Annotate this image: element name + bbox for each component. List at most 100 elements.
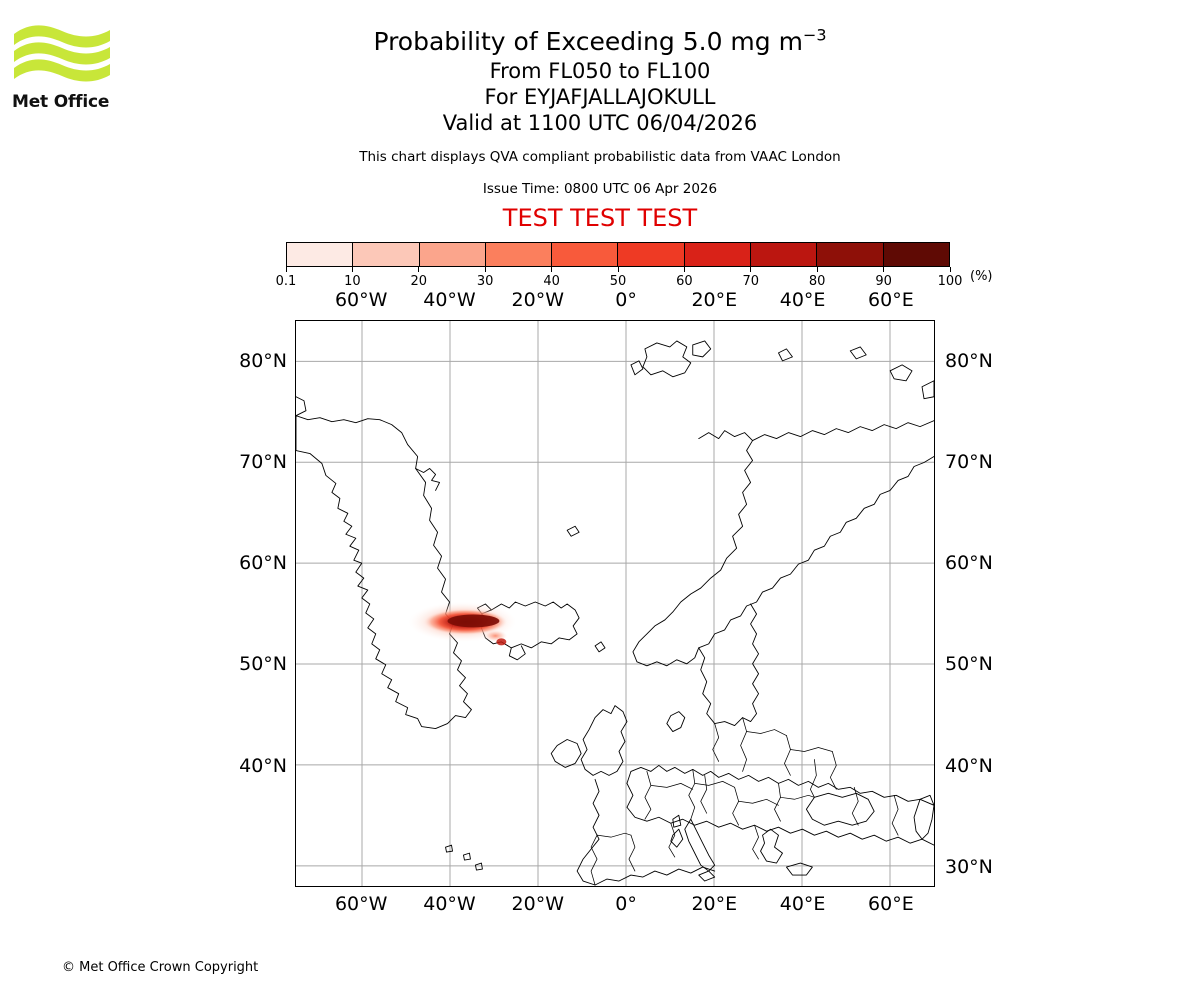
colorbar-tick-9 [883, 267, 885, 272]
canada-fragment [296, 396, 307, 417]
lon-label-bottom-5: 40°E [779, 893, 826, 915]
colorbar-tick-label-0: 0.1 [275, 274, 297, 289]
colorbar-segment-6 [683, 243, 751, 266]
svalbard-coastline [642, 340, 692, 378]
test-banner: TEST TEST TEST [502, 204, 698, 232]
colorbar-segment-8 [816, 243, 883, 266]
met-office-logo: Met Office [12, 24, 112, 114]
scandinavia-coastline [632, 430, 934, 667]
colorbar-unit-label: (%) [970, 269, 993, 284]
colorbar-tick-labels: 0.1 10 20 30 40 50 60 70 80 90 100 [276, 274, 963, 292]
valid-time-line: Valid at 1100 UTC 06/04/2026 [442, 111, 758, 135]
greece-coastline [760, 828, 783, 864]
colorbar-tick-6 [683, 267, 685, 272]
lon-label-bottom-1: 40°W [423, 893, 476, 915]
colorbar-tick-3 [484, 267, 486, 272]
flight-level-line: From FL050 to FL100 [489, 59, 711, 83]
colorbar-tick-1 [351, 267, 353, 272]
denmark-coastline [666, 711, 686, 732]
italy-coastline [684, 818, 716, 872]
azores-islet [445, 844, 453, 853]
volcano-name-line: For EYJAFJALLAJOKULL [484, 85, 716, 109]
lat-label-right-2: 60°N [945, 552, 993, 574]
map-plot-area[interactable] [295, 320, 935, 887]
map-coastlines [296, 340, 934, 886]
north-africa-coastline [594, 866, 716, 886]
main-title-exponent: −3 [802, 25, 827, 45]
colorbar-segment-4 [551, 243, 618, 266]
lon-label-top-5: 40°E [779, 289, 826, 311]
prins-karls-forland [630, 360, 644, 376]
colorbar-tick-label-8: 80 [808, 274, 826, 289]
colorbar-tick-label-5: 50 [609, 274, 627, 289]
iceland-south-peninsula [508, 645, 526, 661]
lon-label-top-1: 40°W [423, 289, 476, 311]
plume-source-cell [496, 638, 507, 646]
lon-label-bottom-2: 20°W [511, 893, 564, 915]
colorbar-tick-7 [750, 267, 752, 272]
country-borders [590, 717, 899, 886]
colorbar-tick-label-6: 60 [676, 274, 693, 289]
arctic-island-2 [778, 348, 793, 362]
great-britain-coastline [580, 705, 628, 776]
colorbar-tick-label-2: 20 [410, 274, 428, 289]
colorbar-ticks [285, 267, 951, 273]
baltic-coastline [698, 603, 759, 727]
main-title-text: Probability of Exceeding 5.0 mg m [373, 27, 803, 56]
corsica-coastline [672, 814, 682, 828]
black-sea-coastline [805, 792, 875, 826]
colorbar-tick-5 [617, 267, 619, 272]
colorbar-segment-9 [882, 243, 949, 266]
colorbar-tick-label-7: 70 [742, 274, 760, 289]
novaya-zemlya-coastline [921, 380, 934, 400]
caspian-sea-coastline [913, 794, 934, 840]
nordaustlandet-coastline [692, 340, 712, 358]
ash-plume-overlay [408, 602, 517, 646]
lat-label-left-4: 40°N [239, 754, 287, 777]
colorbar-segment-3 [484, 243, 552, 266]
azores-islet-2 [463, 852, 471, 861]
qva-note: This chart displays QVA compliant probab… [359, 149, 841, 165]
issue-time: Issue Time: 0800 UTC 06 Apr 2026 [482, 181, 718, 197]
lon-label-top-6: 60°E [868, 289, 914, 311]
colorbar-segment-1 [352, 243, 419, 266]
colorbar-segment-5 [617, 243, 684, 266]
colorbar-tick-10 [949, 267, 951, 272]
colorbar-tick-label-10: 100 [937, 274, 963, 289]
lon-label-bottom-0: 60°W [334, 893, 388, 915]
map-gridlines [296, 321, 934, 886]
faroe-islands-coastline [594, 641, 606, 653]
lat-label-left-3: 50°N [239, 653, 287, 676]
lat-label-right-4: 40°N [945, 754, 993, 777]
colorbar-tick-label-4: 40 [543, 274, 560, 289]
lon-label-top-0: 60°W [334, 289, 388, 311]
plume-peak [447, 614, 500, 628]
colorbar-tick-4 [551, 267, 553, 272]
lat-label-left-2: 60°N [239, 552, 287, 574]
lat-label-right-0: 80°N [945, 349, 993, 372]
colorbar-segment-0 [287, 243, 353, 266]
lon-label-bottom-4: 20°E [691, 893, 738, 915]
greenland-coastline [296, 415, 472, 730]
colorbar-tick-2 [418, 267, 420, 272]
colorbar-segment-2 [418, 243, 485, 266]
franz-josef-land [889, 364, 913, 382]
lon-label-top-4: 20°E [691, 289, 738, 311]
colorbar-tick-label-3: 30 [476, 274, 494, 289]
colorbar-tick-label-9: 90 [875, 274, 892, 289]
map-canvas [296, 321, 934, 886]
iberia-atlantic-coastline [576, 778, 600, 886]
colorbar-tick-label-1: 10 [344, 274, 361, 289]
crete-coastline [786, 862, 813, 876]
jan-mayen-coastline [566, 525, 580, 537]
page-title: Probability of Exceeding 5.0 mg m−3 [0, 26, 1200, 58]
sardinia-coastline [670, 828, 684, 848]
lon-label-top-2: 20°W [511, 289, 564, 311]
lat-label-right-1: 70°N [945, 450, 993, 473]
logo-wordmark: Met Office [12, 92, 110, 112]
mediterranean-coastline [626, 770, 934, 846]
ireland-coastline [550, 739, 582, 768]
lon-label-bottom-3: 0° [615, 893, 637, 915]
probability-colorbar: 0.1 10 20 30 40 50 60 70 80 90 100 [276, 242, 963, 292]
greenland-fjords [415, 468, 440, 491]
